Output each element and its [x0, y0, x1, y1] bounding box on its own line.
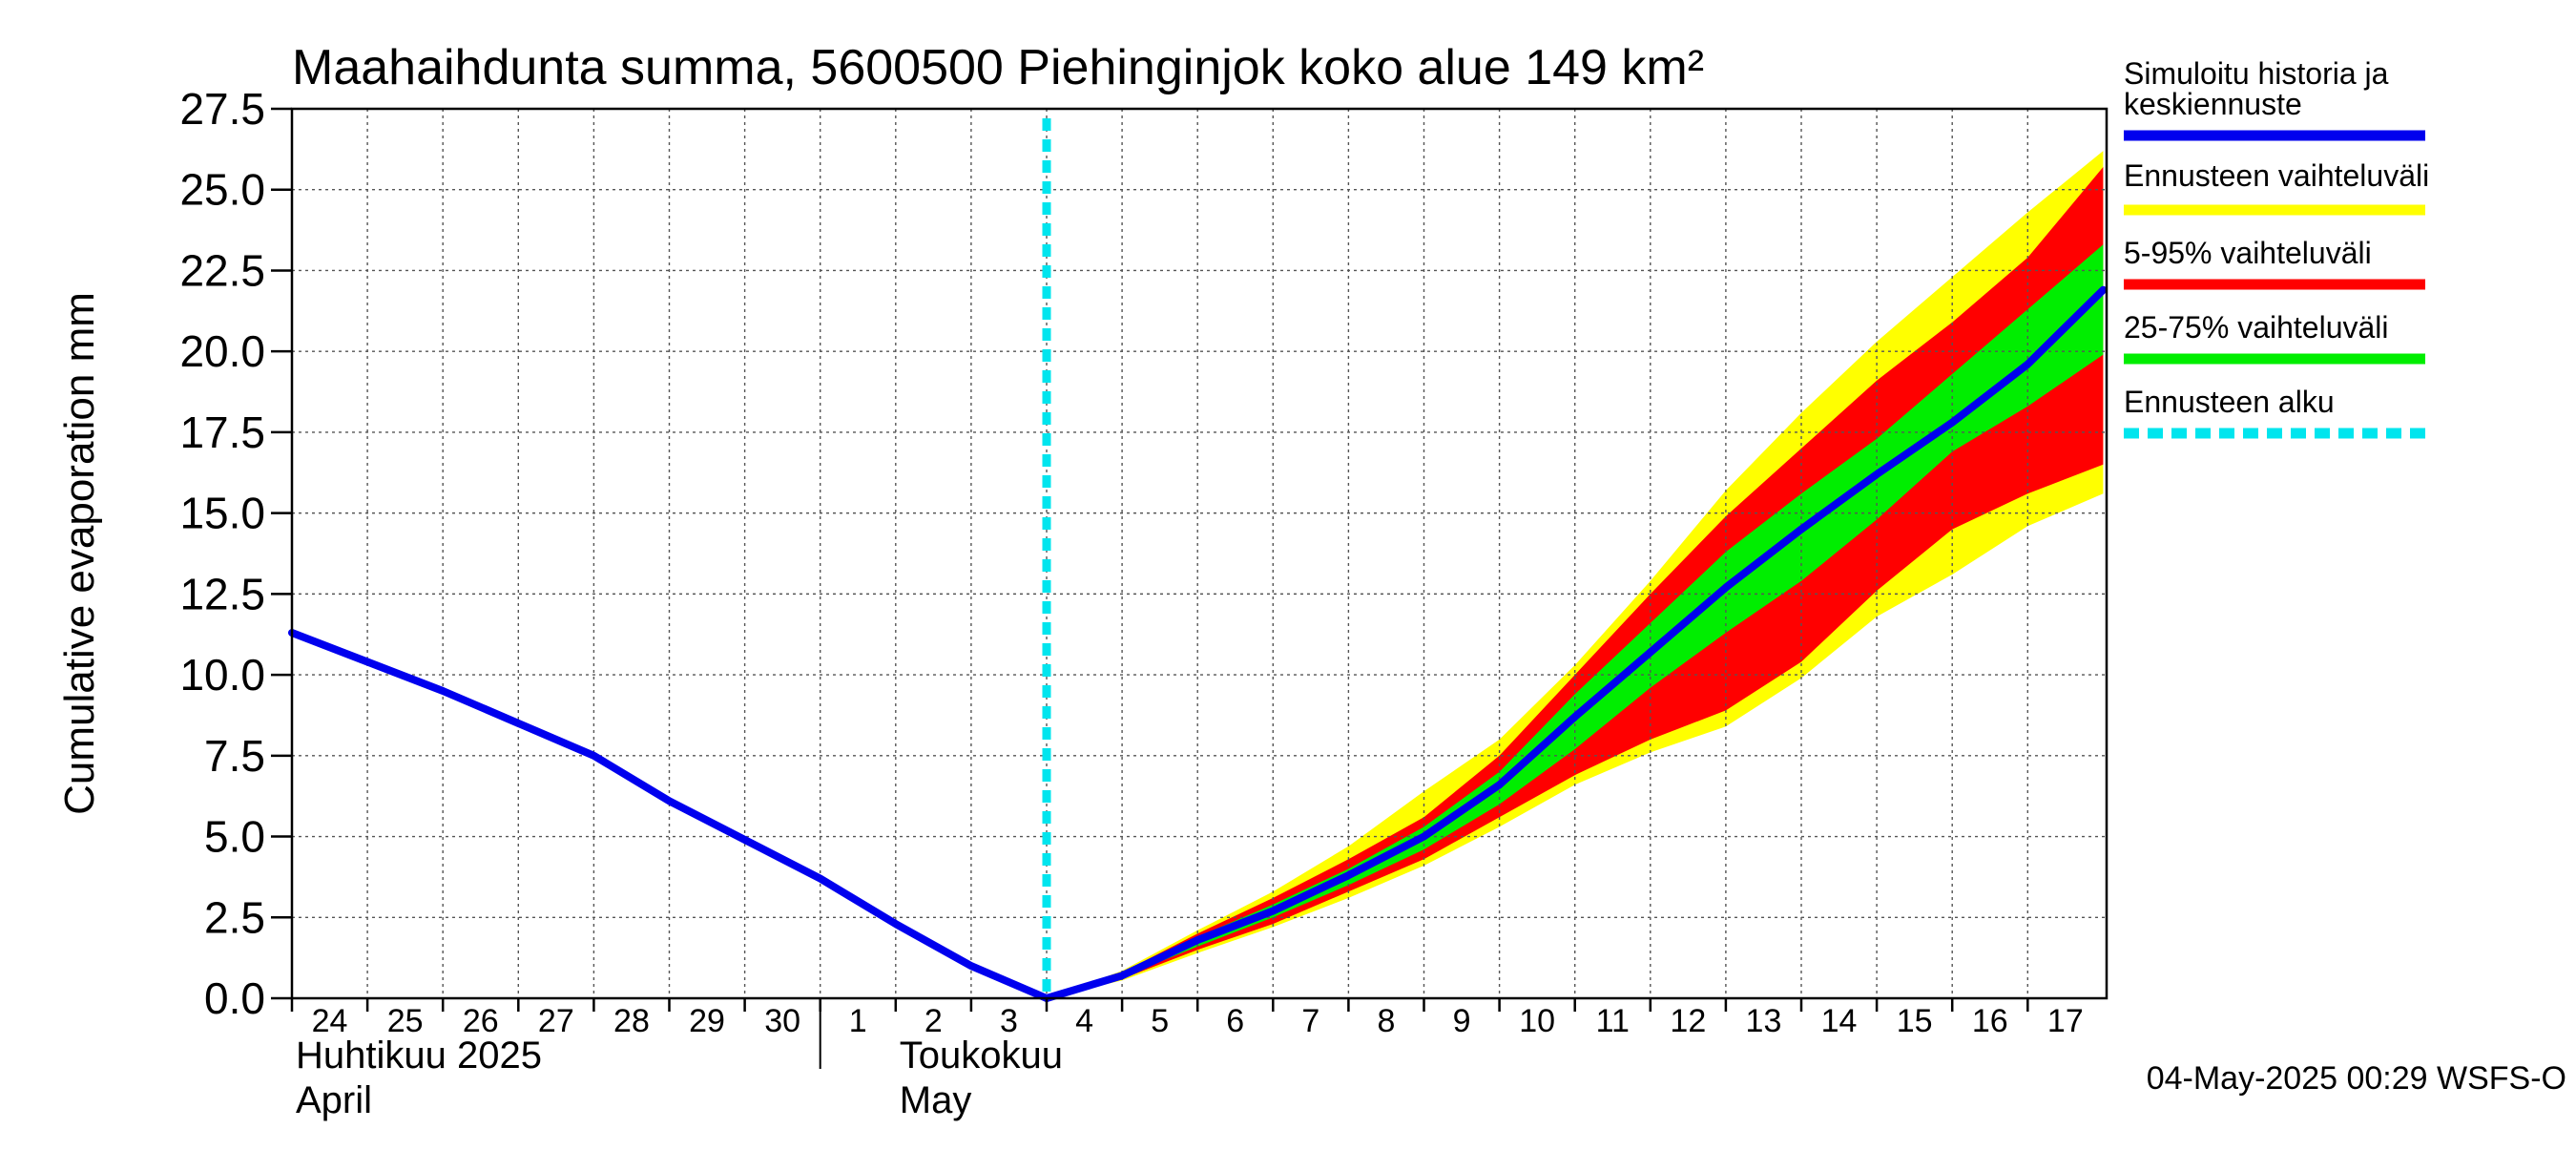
- x-tick-label: 25: [387, 1003, 424, 1039]
- month-label-en: April: [296, 1079, 372, 1121]
- series-lines: [288, 118, 2108, 1002]
- x-tick-label: 29: [689, 1003, 725, 1039]
- x-tick-label: 13: [1746, 1003, 1782, 1039]
- x-tick-label: 3: [1000, 1003, 1018, 1039]
- x-tick-label: 26: [463, 1003, 499, 1039]
- y-tick-label: 15.0: [179, 489, 265, 538]
- x-tick-label: 2: [924, 1003, 943, 1039]
- x-tick-label: 30: [764, 1003, 800, 1039]
- x-tick-label: 9: [1453, 1003, 1471, 1039]
- month-label-en: May: [900, 1079, 972, 1121]
- legend-label: Ennusteen alku: [2124, 385, 2335, 419]
- x-tick-label: 16: [1972, 1003, 2008, 1039]
- history-line: [288, 629, 1050, 1002]
- chart-text: Maahaihdunta summa, 5600500 Piehinginjok…: [56, 40, 2566, 1097]
- chart-title: Maahaihdunta summa, 5600500 Piehinginjok…: [292, 40, 1704, 95]
- x-tick-label: 6: [1226, 1003, 1244, 1039]
- y-tick-label: 22.5: [179, 245, 265, 295]
- y-tick-label: 20.0: [179, 326, 265, 376]
- forecast-bands: [1047, 151, 2104, 999]
- x-tick-label: 8: [1377, 1003, 1395, 1039]
- x-tick-label: 17: [2047, 1003, 2084, 1039]
- x-tick-label: 12: [1670, 1003, 1706, 1039]
- timestamp-label: 04-May-2025 00:29 WSFS-O: [2147, 1060, 2566, 1097]
- x-tick-label: 27: [538, 1003, 574, 1039]
- plot-border: [290, 107, 2109, 1000]
- median-forecast-line: [1043, 285, 2108, 1002]
- x-tick-label: 1: [849, 1003, 867, 1039]
- y-tick-label: 10.0: [179, 650, 265, 700]
- month-label: Huhtikuu 2025: [296, 1035, 542, 1077]
- legend-label: 25-75% vaihteluväli: [2124, 310, 2389, 345]
- x-tick-label: 15: [1897, 1003, 1933, 1039]
- y-tick-label: 7.5: [204, 731, 265, 781]
- legend-label: Ennusteen vaihteluväli: [2124, 158, 2429, 193]
- x-tick-label: 24: [312, 1003, 348, 1039]
- axes: 0.0 2.5 5.0 7.5 10.0 12.5 15.0 17.5 20.0 22.5 25.0…: [179, 84, 2083, 1121]
- legend-label: keskiennuste: [2124, 87, 2302, 121]
- x-tick-label: 7: [1301, 1003, 1319, 1039]
- y-tick-label: 27.5: [179, 84, 265, 134]
- y-tick-label: 17.5: [179, 408, 265, 457]
- y-tick-label: 0.0: [204, 973, 265, 1023]
- x-tick-label: 10: [1519, 1003, 1555, 1039]
- y-axis-label: Cumulative evaporation mm: [56, 292, 103, 815]
- plot-frame: [290, 107, 2109, 1000]
- x-tick-label: 5: [1151, 1003, 1169, 1039]
- y-tick-label: 12.5: [179, 569, 265, 618]
- x-tick-label: 28: [613, 1003, 650, 1039]
- x-tick-label: 4: [1075, 1003, 1093, 1039]
- y-tick-label: 2.5: [204, 892, 265, 942]
- y-tick-label: 5.0: [204, 812, 265, 862]
- legend-label: Simuloitu historia ja: [2124, 56, 2389, 91]
- x-tick-label: 11: [1596, 1003, 1630, 1039]
- y-tick-label: 25.0: [179, 165, 265, 215]
- legend-label: 5-95% vaihteluväli: [2124, 236, 2372, 270]
- month-label: Toukokuu: [900, 1035, 1063, 1077]
- x-tick-label: 14: [1821, 1003, 1858, 1039]
